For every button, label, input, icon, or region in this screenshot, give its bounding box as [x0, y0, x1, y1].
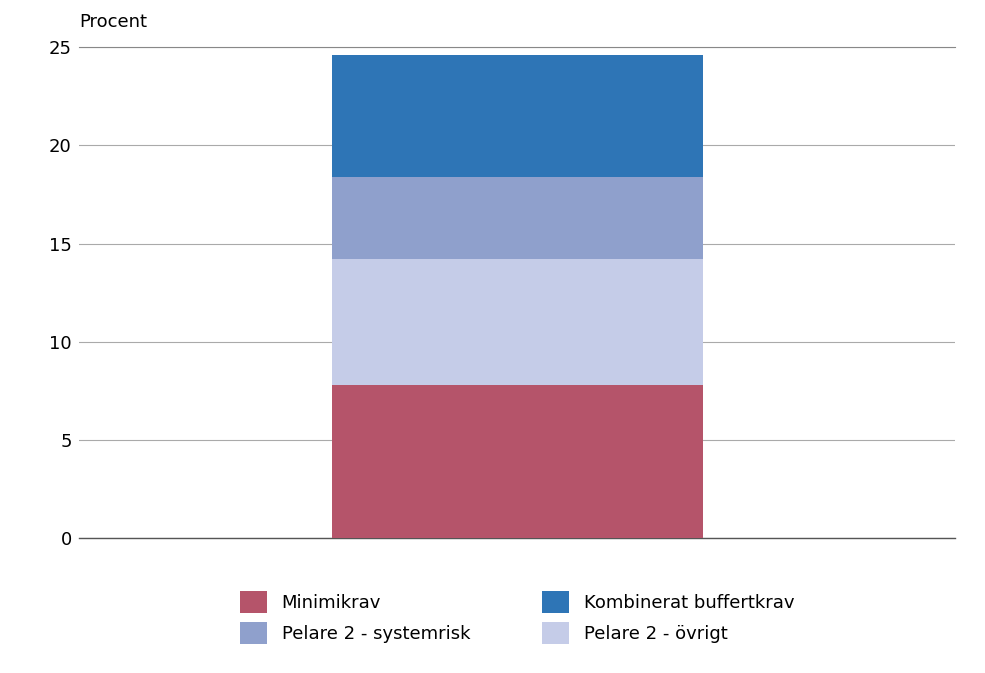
Text: Procent: Procent	[79, 13, 147, 32]
Bar	[332, 177, 702, 259]
Bar	[332, 259, 702, 385]
Legend: Minimikrav, Pelare 2 - systemrisk, Kombinerat buffertkrav, Pelare 2 - övrigt: Minimikrav, Pelare 2 - systemrisk, Kombi…	[230, 582, 804, 653]
Bar	[332, 55, 702, 177]
Bar	[332, 385, 702, 538]
